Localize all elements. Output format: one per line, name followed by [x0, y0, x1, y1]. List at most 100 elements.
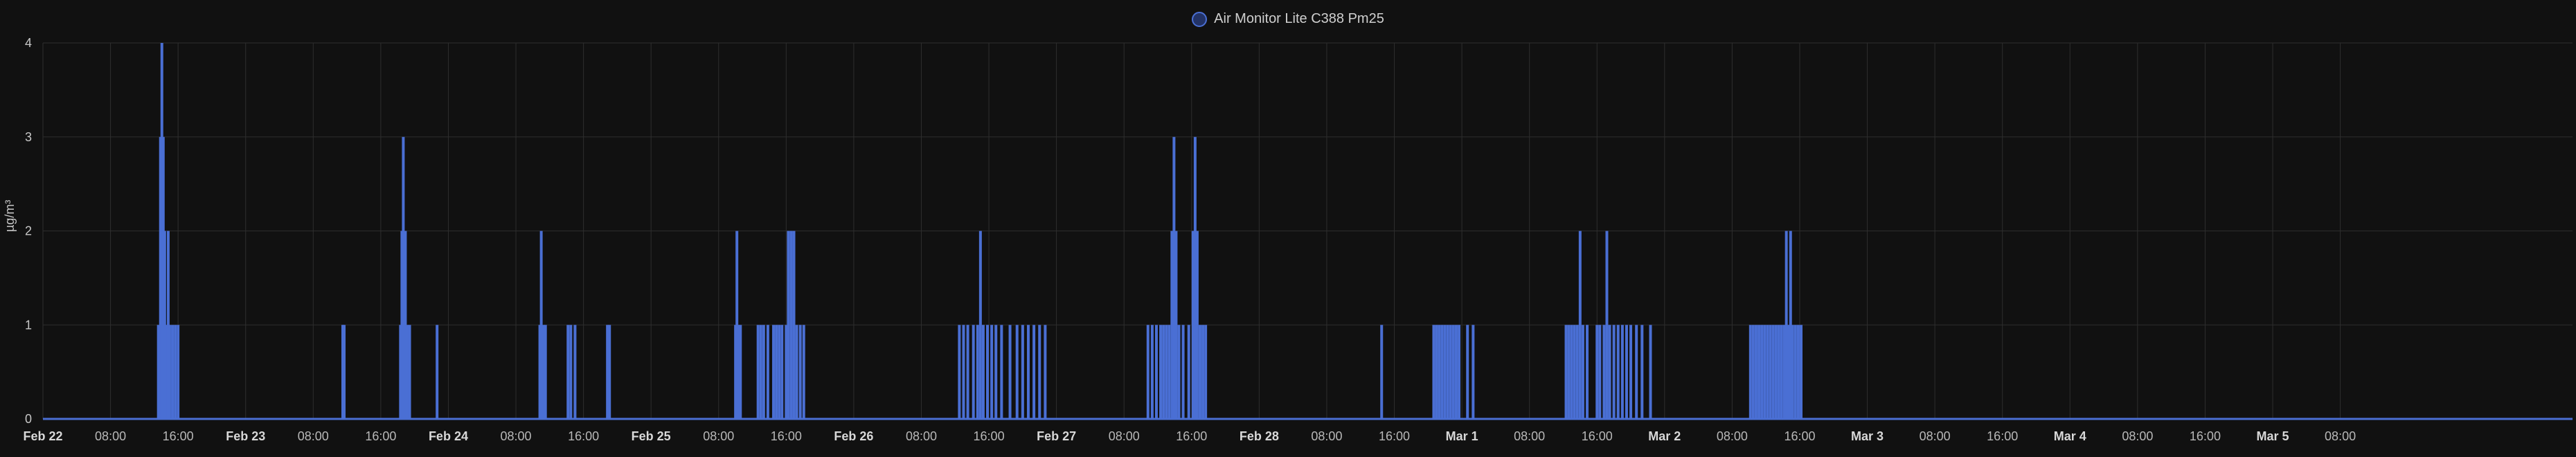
data-bar: [1174, 231, 1178, 419]
data-bar: [795, 325, 798, 419]
data-bar: [787, 231, 790, 419]
data-bar: [608, 325, 611, 419]
x-tick-label: 16:00: [1176, 429, 1207, 443]
data-bar: [1629, 325, 1633, 419]
data-bar: [1766, 325, 1769, 419]
data-bar: [1794, 325, 1797, 419]
data-bar: [1800, 325, 1803, 419]
data-bar: [1026, 325, 1030, 419]
x-tick-label: 16:00: [974, 429, 1005, 443]
data-bar: [762, 325, 765, 419]
data-bar: [798, 325, 802, 419]
data-bar: [404, 231, 407, 419]
x-tick-label: Feb 27: [1037, 429, 1076, 443]
legend-swatch-icon: [1192, 11, 1208, 27]
data-bar: [780, 325, 784, 419]
data-bar: [1015, 325, 1019, 419]
x-tick-label: 08:00: [2325, 429, 2356, 443]
data-bar: [1567, 325, 1571, 419]
data-bar: [163, 231, 166, 419]
x-tick-label: 16:00: [771, 429, 802, 443]
x-tick-label: 08:00: [1311, 429, 1342, 443]
data-bar: [406, 325, 409, 419]
data-bar: [1760, 325, 1764, 419]
data-bar: [408, 325, 411, 419]
x-tick-label: 08:00: [1920, 429, 1951, 443]
data-bar: [1581, 325, 1584, 419]
data-bar: [739, 325, 742, 419]
data-bar: [1193, 136, 1197, 419]
x-tick-label: 16:00: [1987, 429, 2018, 443]
x-tick-label: Mar 3: [1851, 429, 1884, 443]
data-bar: [1198, 325, 1201, 419]
y-tick-label: 4: [25, 36, 32, 50]
data-bar: [1204, 325, 1208, 419]
data-bar: [792, 231, 796, 419]
x-tick-label: 08:00: [1514, 429, 1545, 443]
data-bar: [1038, 325, 1041, 419]
data-bar: [990, 325, 994, 419]
x-axis-ticks: Feb 22 08:00 16:00 Feb 23 08:00 16:00 Feb 24 08…: [23, 429, 2356, 443]
data-bar: [1751, 325, 1755, 419]
data-bar: [972, 325, 975, 419]
data-bar: [1435, 325, 1438, 419]
legend: Air Monitor Lite C388 Pm25: [0, 11, 2576, 31]
data-bar: [1454, 325, 1458, 419]
data-bar: [1754, 325, 1757, 419]
x-tick-label: 08:00: [501, 429, 532, 443]
data-bar: [785, 325, 788, 419]
data-bar: [772, 325, 776, 419]
data-bar: [778, 325, 781, 419]
data-bar: [1168, 325, 1171, 419]
data-bar: [1162, 325, 1165, 419]
data-bar: [1575, 325, 1579, 419]
data-bar: [1187, 325, 1190, 419]
data-bar: [734, 325, 737, 419]
data-bar: [986, 325, 990, 419]
data-bar: [1649, 325, 1652, 419]
data-bar: [174, 325, 177, 419]
x-tick-label: Feb 28: [1240, 429, 1279, 443]
data-bar: [341, 325, 344, 419]
data-bar: [566, 325, 570, 419]
x-tick-label: 16:00: [1379, 429, 1410, 443]
data-bar: [606, 325, 609, 419]
data-bar: [1154, 325, 1158, 419]
data-bar: [1458, 325, 1461, 419]
data-bar: [1443, 325, 1447, 419]
x-tick-label: Mar 2: [1648, 429, 1681, 443]
data-bar: [962, 325, 965, 419]
data-bar: [573, 325, 577, 419]
series-bars: [156, 43, 1803, 419]
x-tick-label: 16:00: [163, 429, 194, 443]
data-bar: [1635, 325, 1638, 419]
y-axis-ticks: 0 1 2 3 4: [25, 36, 32, 426]
data-bar: [1564, 325, 1568, 419]
data-bar: [1789, 231, 1792, 419]
data-bar: [1769, 325, 1772, 419]
data-bar: [766, 325, 769, 419]
data-bar: [400, 231, 404, 419]
x-tick-label: 08:00: [298, 429, 329, 443]
data-bar: [756, 325, 760, 419]
data-bar: [1044, 325, 1047, 419]
data-bar: [1777, 325, 1780, 419]
y-tick-label: 0: [25, 412, 32, 426]
data-bar: [1170, 231, 1174, 419]
data-bar: [569, 325, 573, 419]
data-bar: [1201, 325, 1205, 419]
data-bar: [1616, 325, 1620, 419]
x-tick-label: Mar 5: [2256, 429, 2289, 443]
x-tick-label: 08:00: [95, 429, 126, 443]
data-bar: [1748, 325, 1752, 419]
y-tick-label: 1: [25, 318, 32, 332]
x-tick-label: Feb 23: [226, 429, 265, 443]
legend-item[interactable]: Air Monitor Lite C388 Pm25: [1192, 11, 1384, 27]
data-bar: [1787, 325, 1790, 419]
data-bar: [1595, 325, 1599, 419]
x-tick-label: Feb 26: [834, 429, 873, 443]
x-tick-label: Feb 25: [632, 429, 671, 443]
data-bar: [1440, 325, 1444, 419]
data-bar: [165, 325, 168, 419]
